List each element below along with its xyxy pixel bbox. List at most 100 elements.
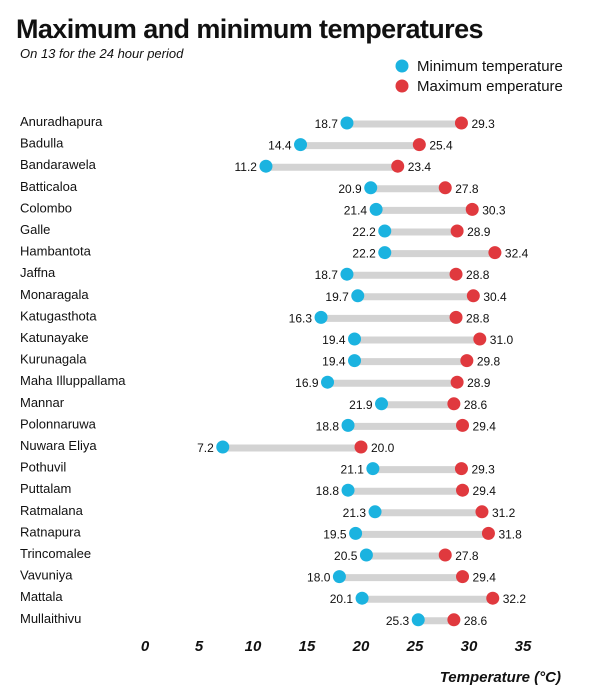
max-point <box>465 202 479 216</box>
max-point <box>454 116 468 130</box>
min-point <box>341 483 355 497</box>
max-value-label: 23.4 <box>408 160 432 174</box>
min-point <box>359 548 373 562</box>
x-tick-label: 15 <box>299 638 316 655</box>
max-value-label: 31.8 <box>498 527 522 541</box>
min-value-label: 19.7 <box>325 290 349 304</box>
station-row: Maha Illuppallama 16.9 28.9 <box>20 373 491 390</box>
min-point <box>348 354 362 368</box>
max-point <box>447 397 461 411</box>
max-value-label: 28.8 <box>466 311 490 325</box>
min-point <box>368 505 382 519</box>
min-value-label: 18.8 <box>316 419 340 433</box>
min-point <box>294 138 308 152</box>
station-name: Kurunagala <box>20 352 87 367</box>
max-value-label: 20.0 <box>371 441 395 455</box>
station-row: Mullaithivu 25.3 28.6 <box>20 611 488 628</box>
min-value-label: 20.9 <box>338 182 362 196</box>
min-point <box>259 159 273 173</box>
min-value-label: 19.4 <box>322 355 346 369</box>
max-point <box>486 591 500 605</box>
max-value-label: 27.8 <box>455 549 479 563</box>
legend-item-min: Minimum temperature <box>395 58 563 75</box>
min-value-label: 21.4 <box>344 203 368 217</box>
min-value-label: 20.5 <box>334 549 358 563</box>
x-axis-label: Temperature (°C) <box>440 669 561 686</box>
min-point <box>332 570 346 584</box>
max-value-label: 29.8 <box>477 355 501 369</box>
min-value-label: 18.8 <box>316 484 340 498</box>
max-value-label: 31.2 <box>492 506 516 520</box>
station-name: Maha Illuppallama <box>20 373 126 388</box>
max-point <box>449 267 463 281</box>
station-name: Mannar <box>20 395 65 410</box>
station-row: Anuradhapura 18.7 29.3 <box>20 114 495 131</box>
max-point <box>449 310 463 324</box>
station-rows: Anuradhapura 18.7 29.3 Badulla 14.4 25.4 Banda… <box>20 114 529 628</box>
max-value-label: 29.3 <box>471 117 495 131</box>
station-name: Ratmalana <box>20 503 84 518</box>
min-value-label: 18.7 <box>315 117 339 131</box>
max-value-label: 32.2 <box>503 592 527 606</box>
x-tick-label: 30 <box>461 638 478 655</box>
max-point <box>456 483 470 497</box>
x-tick-label: 0 <box>141 638 150 655</box>
legend: Minimum temperature Maximum emperature <box>395 58 563 95</box>
station-name: Badulla <box>20 136 64 151</box>
max-point <box>391 159 405 173</box>
min-value-label: 21.1 <box>341 463 365 477</box>
max-point <box>412 138 426 152</box>
min-point <box>348 332 362 346</box>
min-value-label: 16.3 <box>289 311 313 325</box>
station-row: Ratmalana 21.3 31.2 <box>20 503 516 520</box>
station-row: Vavuniya 18.0 29.4 <box>20 568 496 585</box>
min-value-label: 20.1 <box>330 592 354 606</box>
station-name: Puttalam <box>20 481 71 496</box>
max-point <box>447 613 461 627</box>
max-value-label: 30.4 <box>483 290 507 304</box>
min-value-label: 21.3 <box>343 506 367 520</box>
min-value-label: 19.5 <box>323 527 347 541</box>
max-value-label: 29.4 <box>473 571 497 585</box>
station-row: Katugasthota 16.3 28.8 <box>20 308 490 325</box>
legend-min-dot <box>395 59 409 73</box>
x-tick-label: 5 <box>195 638 204 655</box>
x-tick-label: 25 <box>406 638 424 655</box>
min-point <box>375 397 389 411</box>
station-name: Jaffna <box>20 265 56 280</box>
max-value-label: 30.3 <box>482 203 506 217</box>
legend-max-dot <box>395 79 409 93</box>
min-point <box>314 310 328 324</box>
chart-subtitle: On 13 for the 24 hour period <box>20 46 184 61</box>
min-value-label: 16.9 <box>295 376 319 390</box>
max-point <box>466 289 480 303</box>
min-point <box>366 462 380 476</box>
chart-title: Maximum and minimum temperatures <box>16 14 483 44</box>
min-point <box>411 613 425 627</box>
station-name: Hambantota <box>20 244 92 259</box>
min-point <box>364 181 378 195</box>
station-row: Trincomalee 20.5 27.8 <box>20 546 479 563</box>
station-name: Bandarawela <box>20 157 97 172</box>
station-name: Vavuniya <box>20 568 73 583</box>
min-point <box>355 591 369 605</box>
min-point <box>341 418 355 432</box>
max-point <box>456 418 470 432</box>
station-row: Batticaloa 20.9 27.8 <box>20 179 479 196</box>
min-point <box>340 267 354 281</box>
max-value-label: 31.0 <box>490 333 514 347</box>
min-point <box>340 116 354 130</box>
max-value-label: 25.4 <box>429 139 453 153</box>
min-point <box>349 526 363 540</box>
station-row: Hambantota 22.2 32.4 <box>20 244 529 261</box>
x-tick-label: 10 <box>245 638 262 655</box>
station-row: Katunayake 19.4 31.0 <box>20 330 513 347</box>
station-row: Pothuvil 21.1 29.3 <box>20 460 495 477</box>
station-name: Trincomalee <box>20 546 91 561</box>
min-point <box>321 375 335 389</box>
max-point <box>438 548 452 562</box>
legend-item-max: Maximum emperature <box>395 78 563 95</box>
station-name: Mattala <box>20 589 63 604</box>
max-value-label: 27.8 <box>455 182 479 196</box>
